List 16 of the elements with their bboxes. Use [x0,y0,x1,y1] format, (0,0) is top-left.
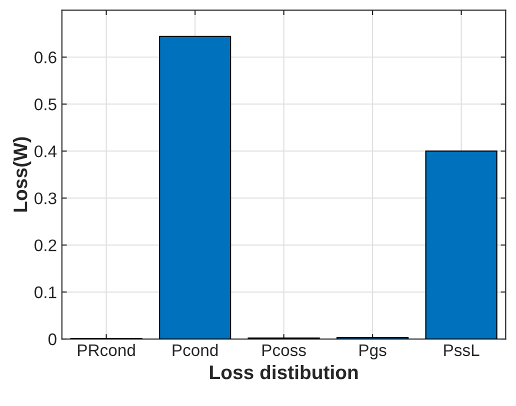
y-tick-label: 0.6 [34,52,56,64]
y-tick-label: 0 [48,333,56,346]
x-tick-label: Pgs [360,344,386,360]
y-tick-label: 0.4 [34,145,57,158]
x-tick-label: Pcond [172,344,218,356]
y-tick-label: 0.1 [34,286,56,298]
y-tick-label: 0.5 [34,98,56,110]
x-tick-label: PRcond [78,344,135,356]
bar [425,150,498,340]
y-tick-label: 0.2 [34,239,56,252]
y-axis-title: Loss(W) [12,137,32,212]
x-tick-label: Pcoss [262,344,306,356]
x-tick-label: PssL [444,344,480,356]
x-axis-title: Loss distibution [210,364,358,380]
bar [158,36,232,340]
y-tick-label: 0.3 [34,192,56,204]
